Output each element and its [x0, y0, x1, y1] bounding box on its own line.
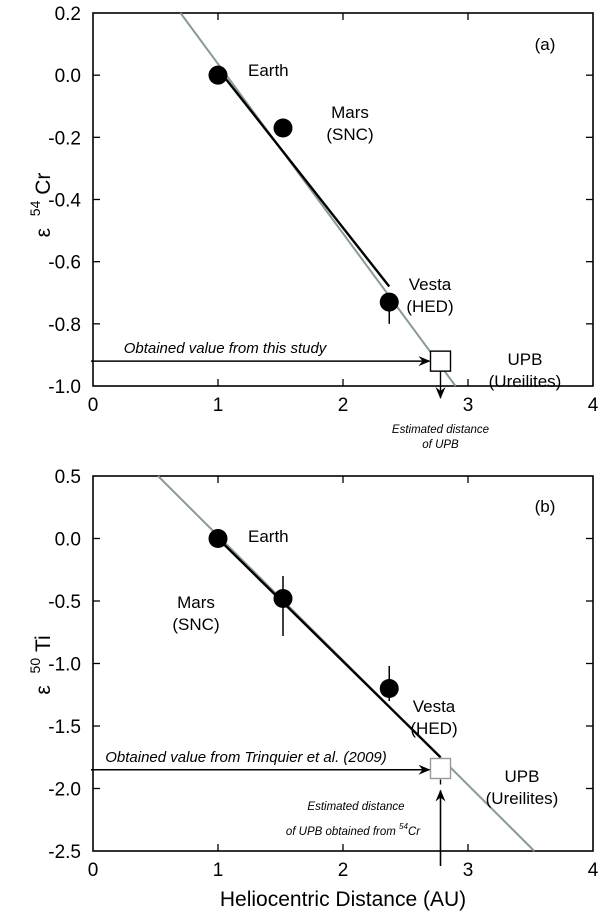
panel-a-black-fit-line — [217, 68, 391, 288]
vertical-arrow-label: Estimated distance — [307, 801, 404, 813]
upb-square-marker — [429, 757, 452, 780]
point-label-vesta: Vesta — [409, 275, 452, 294]
element-symbol: Ti — [32, 635, 55, 652]
isotope-superscript: 50 — [27, 658, 43, 674]
y-tick-label: -0.2 — [48, 128, 81, 149]
panel-a-arrows: Obtained value from this study Estimated … — [91, 340, 489, 451]
point-label-upb: UPB — [508, 350, 543, 369]
panel-b-y-axis-title: ε 50 Ti — [22, 635, 55, 694]
epsilon-symbol: ε — [32, 685, 55, 694]
data-point-earth — [208, 529, 228, 548]
panel-b: Earth Mars (SNC) Vesta (HED) UPB (Ureilites) O… — [22, 467, 599, 911]
y-tick-label: -0.6 — [48, 253, 81, 274]
upb-square-marker — [429, 350, 452, 372]
y-tick-label: -0.5 — [48, 592, 81, 613]
panel-b-arrows: Obtained value from Trinquier et al. (20… — [91, 749, 446, 866]
panel-b-points: Earth Mars (SNC) Vesta (HED) UPB (Ureilites) — [172, 527, 558, 808]
y-tick-label: 0.5 — [55, 467, 81, 488]
point-label-mars: (SNC) — [326, 125, 373, 144]
panel-a-ticks: 0 1 2 3 4 0.2 0.0 -0.2 -0.4 -0.6 -0.8 -1.0 — [48, 4, 598, 416]
panel-b-label: (b) — [535, 497, 556, 516]
x-tick-label: 1 — [213, 860, 224, 881]
y-tick-label: -0.8 — [48, 315, 81, 336]
y-tick-label: -1.0 — [48, 377, 81, 398]
y-tick-label: -1.0 — [48, 655, 81, 676]
point-label-upb: UPB — [505, 767, 540, 786]
y-tick-label: -2.5 — [48, 842, 81, 863]
horizontal-arrow-label: Obtained value from Trinquier et al. (20… — [105, 749, 387, 766]
x-tick-label: 2 — [338, 860, 349, 881]
point-label-mars: Mars — [331, 103, 369, 122]
y-tick-label: 0.2 — [55, 4, 81, 25]
x-tick-label: 1 — [213, 395, 224, 416]
panel-b-black-fit-line — [217, 537, 442, 759]
svg-text:ε 54 Cr: ε 54 Cr — [22, 173, 55, 238]
horizontal-arrow-label: Obtained value from this study — [124, 340, 328, 357]
y-tick-label: -1.5 — [48, 717, 81, 738]
x-axis-title: Heliocentric Distance (AU) — [220, 888, 466, 911]
panel-a-points: Earth Mars (SNC) Vesta (HED) UPB (Ureilites) — [208, 61, 562, 391]
point-label-earth: Earth — [248, 527, 289, 546]
vertical-arrow-label: of UPB obtained from 54Cr — [286, 822, 421, 838]
x-tick-label: 0 — [88, 860, 99, 881]
y-tick-label: -2.0 — [48, 780, 81, 801]
x-tick-label: 3 — [463, 860, 474, 881]
x-tick-label: 3 — [463, 395, 474, 416]
y-tick-label: 0.0 — [55, 66, 81, 87]
point-label-mars: (SNC) — [172, 615, 219, 634]
data-point-vesta — [379, 679, 399, 698]
point-label-vesta: Vesta — [413, 697, 456, 716]
x-tick-label: 4 — [588, 860, 599, 881]
panel-a: Earth Mars (SNC) Vesta (HED) UPB (Ureilites) O… — [22, 4, 599, 451]
vertical-arrow-label: of UPB — [422, 439, 459, 451]
data-point-vesta — [379, 292, 399, 312]
epsilon-symbol: ε — [32, 228, 55, 237]
point-label-vesta: (HED) — [406, 297, 453, 316]
x-tick-label: 0 — [88, 395, 99, 416]
x-tick-label: 4 — [588, 395, 599, 416]
data-point-earth — [208, 65, 228, 85]
point-label-mars: Mars — [177, 593, 215, 612]
svg-text:ε 50 Ti: ε 50 Ti — [22, 635, 55, 694]
x-tick-label: 2 — [338, 395, 349, 416]
point-label-upb: (Ureilites) — [486, 789, 559, 808]
data-point-mars — [273, 589, 293, 608]
y-tick-label: 0.0 — [55, 530, 81, 551]
black-fit-line — [217, 537, 442, 759]
data-point-mars — [273, 118, 293, 138]
vertical-arrow-label: Estimated distance — [392, 424, 489, 436]
panel-a-y-axis-title: ε 54 Cr — [22, 173, 55, 238]
panel-a-label: (a) — [535, 35, 556, 54]
point-label-upb: (Ureilites) — [489, 372, 562, 391]
panel-a-plot-frame — [92, 12, 594, 387]
point-label-earth: Earth — [248, 61, 289, 80]
panel-b-ticks: 0 1 2 3 4 0.5 0.0 -0.5 -1.0 -1.5 -2.0 -2.5 — [48, 467, 598, 881]
plot-border — [92, 12, 594, 387]
isotope-superscript: 54 — [27, 200, 43, 216]
y-tick-label: -0.4 — [48, 191, 81, 212]
element-symbol: Cr — [32, 173, 55, 195]
point-label-vesta: (HED) — [410, 719, 457, 738]
black-fit-line — [217, 68, 391, 288]
